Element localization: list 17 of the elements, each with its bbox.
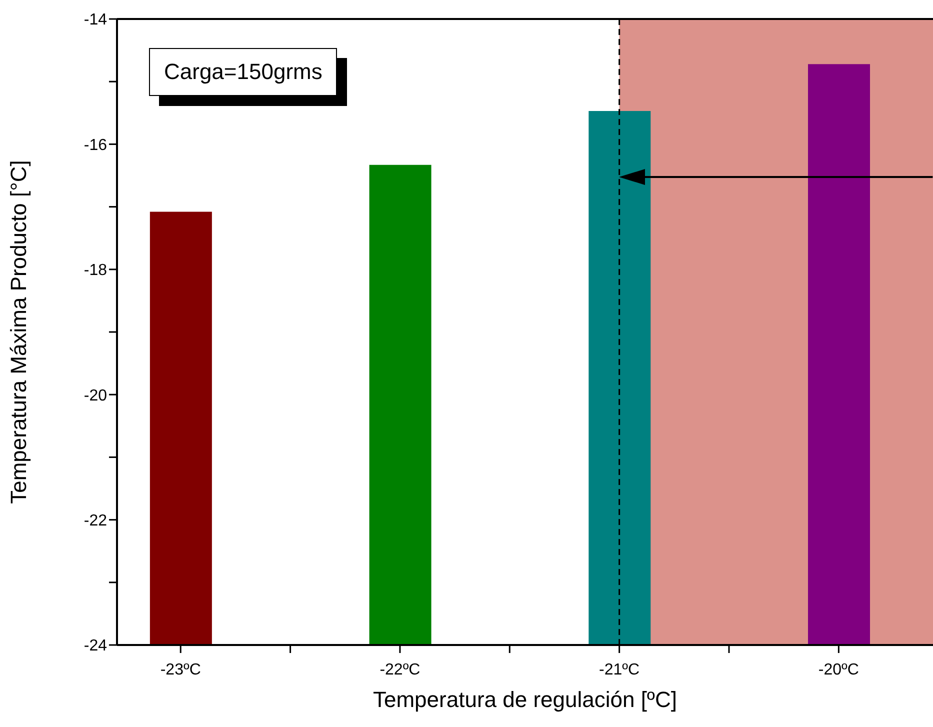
bar	[808, 64, 870, 645]
bar	[588, 111, 651, 645]
y-tick-label: -20	[84, 387, 108, 404]
x-tick-label: -20ºC	[818, 661, 859, 678]
y-tick-label: -16	[84, 136, 108, 154]
x-axis-title: Temperatura de regulación [ºC]	[373, 687, 677, 712]
y-tick-label: -22	[84, 512, 108, 530]
y-tick-label: -14	[84, 12, 108, 29]
annotation: Carga=150grms	[149, 48, 338, 96]
bar	[150, 212, 212, 645]
x-tick-label: -23ºC	[160, 661, 201, 678]
x-tick-label: -21ºC	[599, 661, 640, 678]
x-tick-label: -22ºC	[380, 661, 420, 678]
y-tick-label: -24	[84, 638, 108, 655]
y-tick-label: -18	[84, 262, 108, 280]
y-axis-title: Temperatura Máxima Producto [°C]	[6, 160, 31, 504]
bar	[369, 164, 432, 645]
